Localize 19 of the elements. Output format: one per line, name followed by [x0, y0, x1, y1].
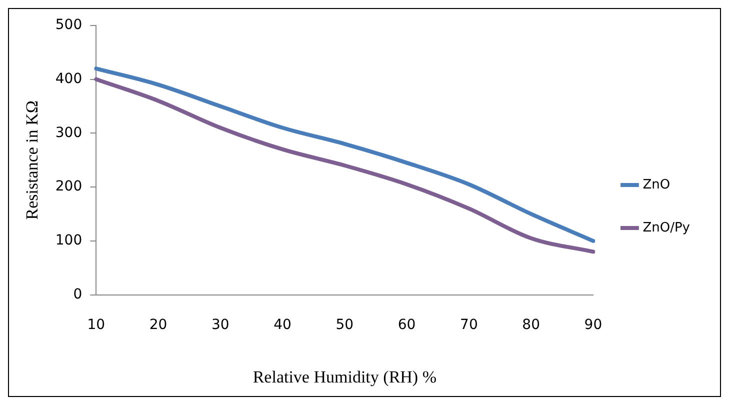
- x-tick-label: 40: [274, 316, 292, 333]
- y-tick-label: 500: [55, 17, 82, 34]
- x-tick-label: 70: [460, 316, 478, 333]
- x-tick-label: 10: [87, 316, 106, 333]
- y-tick-label: 0: [73, 286, 82, 302]
- x-tick-label: 20: [149, 316, 168, 333]
- legend-label: ZnO/Py: [642, 220, 690, 236]
- x-tick-label: 50: [336, 316, 354, 333]
- y-tick-label: 200: [55, 178, 82, 195]
- x-tick-label: 60: [398, 316, 416, 333]
- y-tick-label: 400: [55, 70, 82, 87]
- x-tick-label: 90: [584, 316, 602, 333]
- x-tick-label: 30: [211, 316, 230, 333]
- y-axis-title: Resistance in KΩ: [22, 100, 42, 220]
- x-axis-title: Relative Humidity (RH) %: [252, 367, 436, 386]
- x-tick-label: 80: [522, 316, 540, 333]
- legend-label: ZnO: [642, 177, 670, 192]
- y-tick-label: 300: [55, 124, 82, 141]
- y-tick-label: 100: [55, 232, 82, 249]
